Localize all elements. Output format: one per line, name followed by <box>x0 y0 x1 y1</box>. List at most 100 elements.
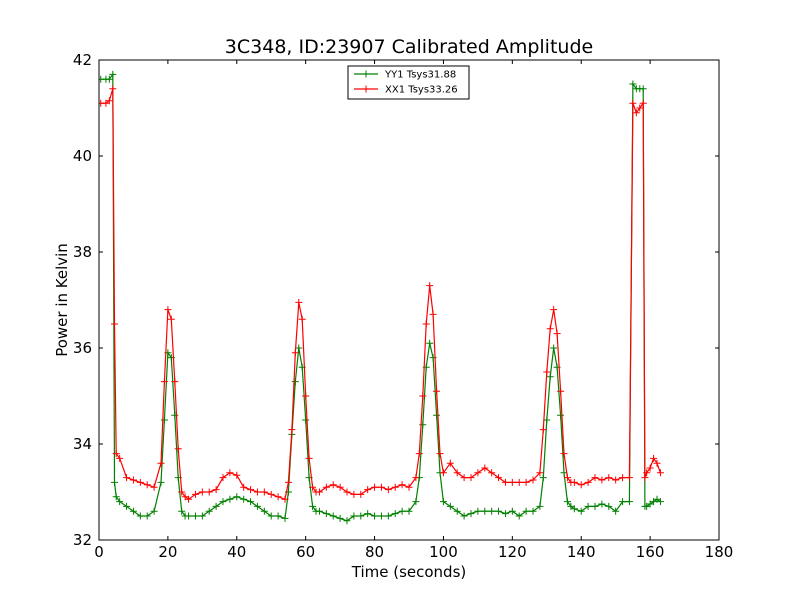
legend-entry-2: XX1 Tsys33.26 <box>354 85 458 96</box>
series-2-point <box>143 481 151 489</box>
series-1-point <box>515 512 523 520</box>
series-1-point <box>474 507 482 515</box>
series-1-point <box>419 421 427 429</box>
series-1-point <box>315 507 323 515</box>
series-2-point <box>419 392 427 400</box>
series-1-point <box>629 80 637 88</box>
series-2-point <box>650 454 658 462</box>
series-1-point <box>112 493 120 501</box>
series-1-point <box>198 512 206 520</box>
series-1-point <box>160 416 168 424</box>
series-1-point <box>143 512 151 520</box>
series-2-point <box>515 478 523 486</box>
series-1-point <box>281 514 289 522</box>
series-1-point <box>467 510 475 518</box>
series-2-point <box>305 454 313 462</box>
series-2-point <box>212 486 220 494</box>
series-2-point <box>495 474 503 482</box>
series-1-point <box>391 510 399 518</box>
series-2-point <box>467 474 475 482</box>
legend-marker <box>362 85 370 93</box>
series-2-point <box>629 99 637 107</box>
legend-label: YY1 Tsys31.88 <box>384 70 456 81</box>
series-1-point <box>205 507 213 515</box>
legend-label: XX1 Tsys33.26 <box>385 85 458 96</box>
series-2-point <box>112 450 120 458</box>
series-2-point <box>205 488 213 496</box>
series-1-point <box>343 517 351 525</box>
series-2-point <box>474 469 482 477</box>
series-2-point <box>639 99 647 107</box>
y-tick-label: 42 <box>73 51 92 69</box>
series-1-point <box>109 70 117 78</box>
series-1-point <box>191 512 199 520</box>
series-1-point <box>584 502 592 510</box>
series-2-point <box>584 478 592 486</box>
series-2-point <box>481 464 489 472</box>
series-1-point <box>291 378 299 386</box>
y-tick-label: 36 <box>73 339 92 357</box>
series-2-point <box>619 474 627 482</box>
series-1-point <box>212 502 220 510</box>
series-2-point <box>247 486 255 494</box>
series-2-point <box>412 474 420 482</box>
series-1-point <box>322 510 330 518</box>
series-2-point <box>171 378 179 386</box>
series-2-point <box>364 486 372 494</box>
series-2-point <box>384 486 392 494</box>
series-2-point <box>646 464 654 472</box>
series-2-point <box>136 478 144 486</box>
x-tick-label: 80 <box>365 543 384 561</box>
series-2-point <box>191 490 199 498</box>
series-2-point <box>329 481 337 489</box>
series-1-point <box>123 502 131 510</box>
series-1-point <box>481 507 489 515</box>
x-axis-title: Time (seconds) <box>351 563 467 581</box>
series-2-point <box>105 97 113 105</box>
series-1-point <box>357 512 365 520</box>
series-2-point <box>546 325 554 333</box>
series-1-point <box>178 507 186 515</box>
series-2-point <box>157 459 165 467</box>
series-2-point <box>174 445 182 453</box>
series-1-point <box>612 507 620 515</box>
series-1-point <box>460 512 468 520</box>
series-2-point <box>570 478 578 486</box>
series-2-point <box>433 387 441 395</box>
series-1-point <box>639 85 647 93</box>
series-2-point <box>357 490 365 498</box>
series-2-point <box>656 469 664 477</box>
series-2-point <box>422 320 430 328</box>
series-2-point <box>439 469 447 477</box>
series-1-point <box>570 505 578 513</box>
series-1-point <box>302 416 310 424</box>
series-1-point <box>557 411 565 419</box>
series-1-point <box>550 344 558 352</box>
series-1-point <box>508 507 516 515</box>
series-2-point <box>415 450 423 458</box>
series-2-point <box>398 481 406 489</box>
series-1-point <box>546 373 554 381</box>
legend-box <box>347 65 470 100</box>
series-2-point <box>281 495 289 503</box>
series-2-point <box>226 469 234 477</box>
series-2-point <box>302 392 310 400</box>
series-1-point <box>219 498 227 506</box>
series-1-point <box>136 512 144 520</box>
series-2-point <box>405 483 413 491</box>
series-1-point <box>426 339 434 347</box>
series-2-point <box>391 483 399 491</box>
series-1-point <box>295 344 303 352</box>
series-2-point <box>371 483 379 491</box>
series-1-point <box>171 411 179 419</box>
plot-frame <box>98 59 720 541</box>
series-1-point <box>129 507 137 515</box>
y-tick-label: 40 <box>73 147 92 165</box>
series-2-point <box>288 426 296 434</box>
x-tick-label: 120 <box>498 543 527 561</box>
series-2-point <box>185 495 193 503</box>
series-1-point <box>274 512 282 520</box>
series-2-point <box>129 476 137 484</box>
series-2-point <box>436 450 444 458</box>
